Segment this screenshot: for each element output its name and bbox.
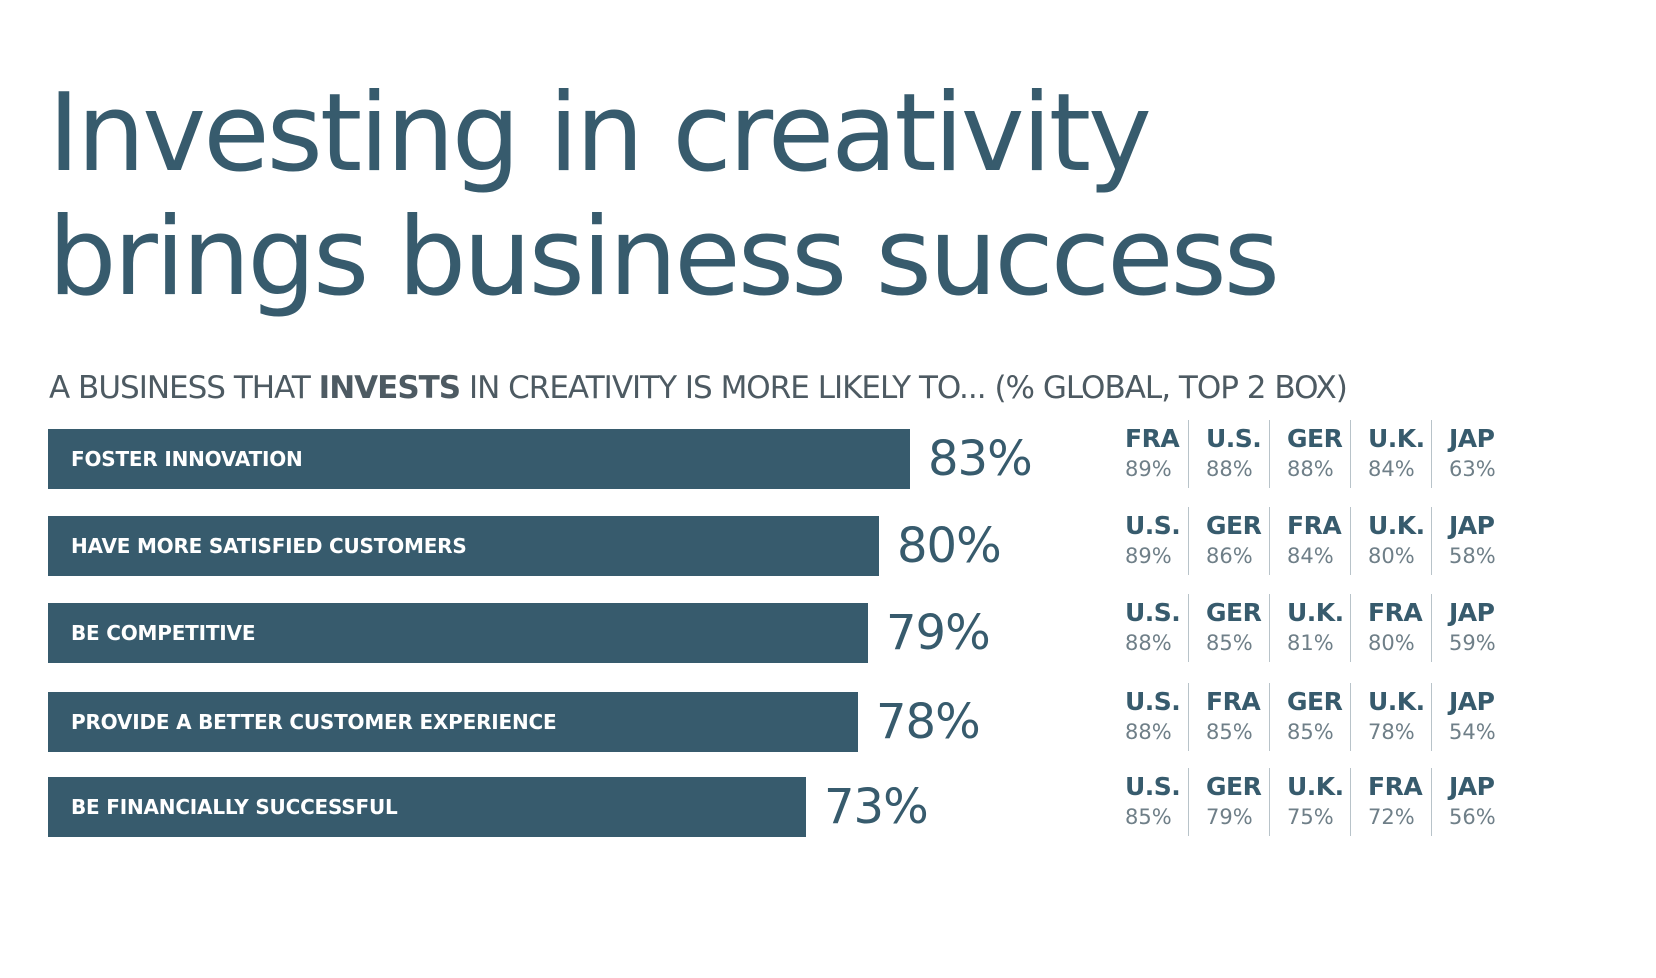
country-cell: FRA 72%: [1350, 768, 1431, 836]
chart-subtitle: A BUSINESS THAT INVESTS IN CREATIVITY IS…: [49, 368, 1348, 408]
title-line-1: Investing in creativity: [48, 71, 1152, 196]
page-title: Investing in creativity brings business …: [48, 71, 1280, 320]
country-cell: FRA 80%: [1350, 594, 1431, 662]
country-name: U.K.: [1368, 511, 1425, 540]
country-percent: 81%: [1287, 631, 1334, 655]
country-percent: 80%: [1368, 544, 1415, 568]
country-cell: U.S. 85%: [1125, 768, 1205, 836]
bar: [48, 516, 879, 576]
bar: [48, 603, 868, 663]
country-cell: U.S. 88%: [1188, 420, 1269, 488]
country-cell: JAP 56%: [1431, 768, 1512, 836]
country-percent: 88%: [1206, 457, 1253, 481]
country-cell: U.S. 88%: [1125, 683, 1205, 751]
country-name: GER: [1287, 424, 1343, 453]
country-name: U.S.: [1125, 598, 1181, 627]
country-name: FRA: [1368, 598, 1423, 627]
country-cell: JAP 63%: [1431, 420, 1512, 488]
subtitle-bold: INVESTS: [318, 370, 461, 406]
country-cell: FRA 85%: [1188, 683, 1269, 751]
country-cell: GER 88%: [1269, 420, 1350, 488]
country-percent: 85%: [1125, 805, 1172, 829]
country-cell: JAP 59%: [1431, 594, 1512, 662]
bar: [48, 777, 806, 837]
country-percent: 63%: [1449, 457, 1496, 481]
country-name: U.S.: [1125, 511, 1181, 540]
bar: [48, 429, 910, 489]
country-cell: U.K. 75%: [1269, 768, 1350, 836]
bar: [48, 692, 858, 752]
country-percent: 58%: [1449, 544, 1496, 568]
country-name: U.S.: [1206, 424, 1262, 453]
bar-value-label: 80%: [897, 518, 1002, 574]
country-percent: 79%: [1206, 805, 1253, 829]
country-percent: 84%: [1368, 457, 1415, 481]
bar-label: BE COMPETITIVE: [71, 621, 256, 645]
country-cell: GER 79%: [1188, 768, 1269, 836]
country-percent: 85%: [1206, 631, 1253, 655]
country-percent: 88%: [1125, 631, 1172, 655]
country-name: FRA: [1206, 687, 1261, 716]
country-cell: JAP 58%: [1431, 507, 1512, 575]
country-name: U.S.: [1125, 772, 1181, 801]
country-name: JAP: [1449, 511, 1495, 540]
country-cell: U.S. 89%: [1125, 507, 1205, 575]
bar-value-label: 78%: [876, 694, 981, 750]
country-percent: 59%: [1449, 631, 1496, 655]
bar-value-label: 73%: [824, 779, 929, 835]
country-name: FRA: [1125, 424, 1180, 453]
country-cell: FRA 84%: [1269, 507, 1350, 575]
country-percent: 88%: [1125, 720, 1172, 744]
country-cell: U.K. 84%: [1350, 420, 1431, 488]
country-name: U.K.: [1287, 598, 1344, 627]
country-percent: 88%: [1287, 457, 1334, 481]
country-cell: JAP 54%: [1431, 683, 1512, 751]
subtitle-before: A BUSINESS THAT: [49, 370, 319, 406]
country-cell: U.K. 80%: [1350, 507, 1431, 575]
country-cell: U.K. 81%: [1269, 594, 1350, 662]
country-name: U.K.: [1368, 424, 1425, 453]
country-name: FRA: [1287, 511, 1342, 540]
country-name: JAP: [1449, 424, 1495, 453]
bar-label: FOSTER INNOVATION: [71, 447, 303, 471]
country-name: JAP: [1449, 687, 1495, 716]
country-name: JAP: [1449, 772, 1495, 801]
country-name: U.K.: [1287, 772, 1344, 801]
bar-value-label: 79%: [886, 605, 991, 661]
country-percent: 86%: [1206, 544, 1253, 568]
country-percent: 89%: [1125, 544, 1172, 568]
country-percent: 56%: [1449, 805, 1496, 829]
country-name: GER: [1206, 598, 1262, 627]
bar-label: PROVIDE A BETTER CUSTOMER EXPERIENCE: [71, 710, 557, 734]
country-name: GER: [1287, 687, 1343, 716]
country-cell: GER 85%: [1269, 683, 1350, 751]
subtitle-after: IN CREATIVITY IS MORE LIKELY TO... (% GL…: [460, 370, 1348, 406]
country-name: U.K.: [1368, 687, 1425, 716]
country-cell: U.S. 88%: [1125, 594, 1205, 662]
country-percent: 75%: [1287, 805, 1334, 829]
country-name: U.S.: [1125, 687, 1181, 716]
country-cell: U.K. 78%: [1350, 683, 1431, 751]
country-percent: 85%: [1287, 720, 1334, 744]
country-cell: GER 85%: [1188, 594, 1269, 662]
country-cell: FRA 89%: [1125, 420, 1205, 488]
title-line-2: brings business success: [48, 195, 1280, 320]
country-name: GER: [1206, 511, 1262, 540]
country-percent: 72%: [1368, 805, 1415, 829]
country-percent: 80%: [1368, 631, 1415, 655]
country-percent: 54%: [1449, 720, 1496, 744]
country-percent: 84%: [1287, 544, 1334, 568]
bar-label: HAVE MORE SATISFIED CUSTOMERS: [71, 534, 467, 558]
country-name: FRA: [1368, 772, 1423, 801]
country-percent: 85%: [1206, 720, 1253, 744]
country-name: JAP: [1449, 598, 1495, 627]
country-cell: GER 86%: [1188, 507, 1269, 575]
bar-label: BE FINANCIALLY SUCCESSFUL: [71, 795, 398, 819]
country-percent: 78%: [1368, 720, 1415, 744]
country-percent: 89%: [1125, 457, 1172, 481]
bar-value-label: 83%: [928, 431, 1033, 487]
country-name: GER: [1206, 772, 1262, 801]
